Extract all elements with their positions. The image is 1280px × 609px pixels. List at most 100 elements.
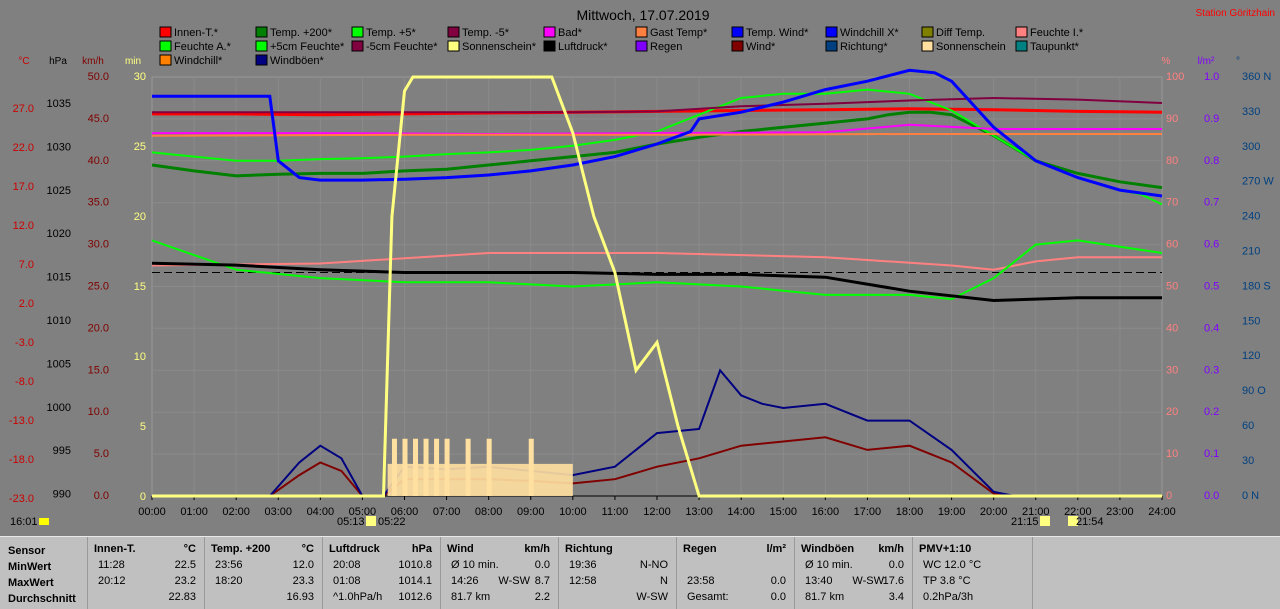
hour-label: 10:00 bbox=[559, 506, 587, 518]
rain-tick: 0.7 bbox=[1204, 197, 1219, 209]
direction-tick: 150 bbox=[1242, 315, 1260, 327]
direction-tick: 60 bbox=[1242, 420, 1254, 432]
legend-label: Bad* bbox=[558, 27, 583, 39]
min-value: N-NO bbox=[639, 559, 668, 571]
stats-column: Luftdruck hPa 20:08 1010.8 01:08 1014.1 ^1.0hP… bbox=[323, 537, 441, 609]
direction-tick: 210 bbox=[1242, 246, 1260, 258]
hour-label: 18:00 bbox=[896, 506, 924, 518]
avg-value: 2.2 bbox=[534, 591, 550, 603]
percent-tick: 50 bbox=[1166, 281, 1178, 293]
left-unit-label: °C bbox=[18, 56, 29, 67]
sunrise-start-time: 05:13 bbox=[337, 516, 365, 528]
min-time: 19:36 bbox=[569, 559, 597, 571]
celsius-tick: -8.0 bbox=[15, 376, 34, 388]
max-time: 23:58 bbox=[687, 575, 715, 587]
minutes-tick: 25 bbox=[134, 141, 146, 153]
max-time: 14:26 bbox=[451, 575, 479, 587]
column-title: Richtung bbox=[565, 543, 613, 555]
series-windben bbox=[152, 368, 1162, 497]
hour-label: 01:00 bbox=[180, 506, 208, 518]
sunset-start-time: 21:15 bbox=[1011, 516, 1039, 528]
direction-tick: 0 N bbox=[1242, 490, 1259, 502]
sunrise-end-time: 05:22 bbox=[378, 516, 406, 528]
legend-swatch bbox=[825, 40, 838, 52]
max-time: 20:12 bbox=[98, 575, 126, 587]
series-gasttemp bbox=[151, 133, 1162, 137]
kmh-tick: 45.0 bbox=[88, 113, 109, 125]
kmh-tick: 30.0 bbox=[88, 239, 109, 251]
direction-tick: 360 N bbox=[1242, 71, 1271, 83]
legend-label: Windchill* bbox=[174, 55, 223, 67]
max-time: TP 3.8 °C bbox=[923, 575, 971, 587]
celsius-tick: 2.0 bbox=[19, 298, 34, 310]
series-tempwind bbox=[152, 68, 1163, 198]
hour-label: 13:00 bbox=[685, 506, 713, 518]
rain-tick: 1.0 bbox=[1204, 71, 1219, 83]
max-time: 01:08 bbox=[333, 575, 361, 587]
legend-label: Windböen* bbox=[270, 55, 325, 67]
hour-label: 22:00 bbox=[1064, 506, 1092, 518]
hpa-tick: 1020 bbox=[47, 228, 71, 240]
rain-tick: 0.5 bbox=[1204, 281, 1219, 293]
direction-tick: 30 bbox=[1242, 455, 1254, 467]
min-time: 20:08 bbox=[333, 559, 361, 571]
min-value: 1010.8 bbox=[398, 559, 432, 571]
min-value: 12.0 bbox=[292, 559, 314, 571]
column-title: Regen bbox=[683, 543, 717, 555]
celsius-tick: 22.0 bbox=[13, 142, 34, 154]
legend-label: Wind* bbox=[746, 41, 776, 53]
label-sensor: Sensor bbox=[8, 545, 46, 557]
hour-label: 08:00 bbox=[475, 506, 503, 518]
rain-tick: 0.9 bbox=[1204, 113, 1219, 125]
max-value: 0.0 bbox=[770, 575, 786, 587]
column-title: Wind bbox=[447, 543, 474, 555]
stats-column: Windböen km/h Ø 10 min. 0.0 13:40 W-SW 17.6 81.… bbox=[795, 537, 913, 609]
moon-icon bbox=[39, 518, 49, 525]
series-wind bbox=[152, 436, 1162, 497]
chart-title: Mittwoch, 17.07.2019 bbox=[576, 7, 709, 23]
kmh-tick: 35.0 bbox=[88, 197, 109, 209]
column-unit: km/h bbox=[878, 543, 904, 555]
direction-tick: 120 bbox=[1242, 350, 1260, 362]
legend-swatch bbox=[159, 54, 172, 66]
max-value: 1014.1 bbox=[398, 575, 432, 587]
hpa-tick: 1010 bbox=[47, 315, 71, 327]
sunset-icon bbox=[1040, 516, 1050, 526]
avg-value: 1012.6 bbox=[398, 591, 432, 603]
right-unit-label: l/m² bbox=[1198, 56, 1215, 67]
max-value: N bbox=[660, 575, 668, 587]
max-value: 23.3 bbox=[292, 575, 314, 587]
direction-tick: 270 W bbox=[1242, 176, 1274, 188]
stats-column: Richtung 19:36 N-NO 12:58 N W-SW bbox=[559, 537, 677, 609]
max-value: 17.6 bbox=[882, 575, 904, 587]
percent-tick: 100 bbox=[1166, 71, 1184, 83]
percent-tick: 30 bbox=[1166, 364, 1178, 376]
hpa-tick: 1030 bbox=[47, 141, 71, 153]
column-title: Temp. +200 bbox=[211, 543, 271, 555]
legend-swatch bbox=[255, 40, 268, 52]
rain-tick: 0.4 bbox=[1204, 322, 1219, 334]
kmh-tick: 15.0 bbox=[88, 364, 109, 376]
hour-label: 17:00 bbox=[854, 506, 882, 518]
hour-label: 02:00 bbox=[222, 506, 250, 518]
column-title: PMV+1:10 bbox=[919, 543, 972, 555]
statistics-table: Sensor MinWert MaxWert Durchschnitt Inne… bbox=[0, 536, 1280, 609]
max-direction: W-SW bbox=[498, 575, 530, 587]
row-labels-column: Sensor MinWert MaxWert Durchschnitt bbox=[0, 537, 88, 609]
kmh-tick: 25.0 bbox=[88, 281, 109, 293]
column-title: Luftdruck bbox=[329, 543, 380, 555]
weather-chart: Mittwoch, 17.07.2019 Station Göritzhain … bbox=[8, 7, 1275, 528]
label-maxwert: MaxWert bbox=[8, 577, 54, 589]
column-unit: °C bbox=[183, 543, 196, 555]
celsius-tick: -3.0 bbox=[15, 337, 34, 349]
hour-label: 20:00 bbox=[980, 506, 1008, 518]
min-time: Ø 10 min. bbox=[805, 559, 853, 571]
avg-value: 22.83 bbox=[168, 591, 196, 603]
column-unit: °C bbox=[301, 543, 314, 555]
max-direction: W-SW bbox=[852, 575, 884, 587]
label-minwert: MinWert bbox=[8, 561, 52, 573]
kmh-tick: 50.0 bbox=[88, 71, 109, 83]
legend-label: Temp. +200* bbox=[270, 27, 333, 39]
hour-label: 23:00 bbox=[1106, 506, 1134, 518]
series-bad bbox=[152, 123, 1162, 136]
